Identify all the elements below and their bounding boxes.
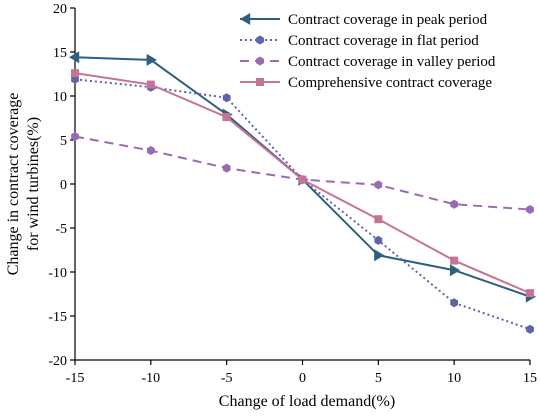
data-point xyxy=(71,131,79,141)
y-tick-label: 20 xyxy=(53,2,67,17)
x-tick-label: 5 xyxy=(375,371,382,386)
y-tick-label: -15 xyxy=(48,310,67,325)
data-point xyxy=(526,324,534,334)
legend-swatch-marker xyxy=(256,78,264,86)
y-axis-title: Change in contract coverage for wind tur… xyxy=(5,93,42,276)
legend-label: Contract coverage in peak period xyxy=(288,12,488,28)
data-point xyxy=(146,146,155,156)
data-point xyxy=(526,205,534,215)
y-tick-label: -5 xyxy=(55,222,67,237)
data-point xyxy=(374,249,385,262)
x-tick-label: 15 xyxy=(523,371,537,386)
y-ticks: 20 15 10 5 0 -5 -10 -15 -20 xyxy=(48,2,75,369)
data-point xyxy=(69,51,80,64)
data-point xyxy=(374,215,383,224)
data-point xyxy=(449,264,461,277)
data-point xyxy=(146,53,157,66)
data-point xyxy=(146,80,155,89)
legend-label: Contract coverage in valley period xyxy=(288,54,496,70)
data-point xyxy=(71,69,79,78)
x-ticks: -15 -10 -5 0 5 10 15 xyxy=(66,360,537,386)
data-point xyxy=(450,298,459,308)
x-tick-label: 0 xyxy=(299,371,306,386)
legend-item: Contract coverage in peak period xyxy=(240,12,488,28)
y-axis-title-line-1: Change in contract coverage xyxy=(5,93,22,276)
data-point xyxy=(526,289,534,298)
x-tick-label: 10 xyxy=(447,371,461,386)
legend-item: Contract coverage in valley period xyxy=(240,54,496,70)
y-tick-label: 10 xyxy=(53,90,67,105)
x-axis-title: Change of load demand(%) xyxy=(219,393,395,410)
legend-swatch-marker xyxy=(256,35,264,45)
y-tick-label: 0 xyxy=(60,178,67,193)
legend-swatch-marker xyxy=(240,13,251,25)
x-tick-label: -5 xyxy=(221,371,233,386)
data-point xyxy=(450,256,459,265)
legend-label: Contract coverage in flat period xyxy=(288,33,479,49)
data-point xyxy=(222,163,231,173)
legend: Contract coverage in peak period Contract… xyxy=(240,12,496,91)
series-4 xyxy=(71,69,534,298)
data-point xyxy=(222,113,231,122)
y-axis-title-line-2: for wind turbines(%) xyxy=(25,117,42,251)
y-tick-label: -10 xyxy=(48,266,67,281)
x-tick-label: -15 xyxy=(66,371,85,386)
data-point xyxy=(374,180,383,190)
legend-swatch-marker xyxy=(256,56,264,66)
legend-label: Comprehensive contract coverage xyxy=(288,75,492,91)
x-tick-label: -10 xyxy=(141,371,160,386)
data-point xyxy=(298,175,307,184)
y-tick-label: 15 xyxy=(53,46,67,61)
legend-item: Comprehensive contract coverage xyxy=(240,75,492,91)
legend-item: Contract coverage in flat period xyxy=(240,33,479,49)
series-layer xyxy=(69,51,536,334)
data-point xyxy=(450,199,459,209)
y-tick-label: 5 xyxy=(60,134,67,149)
series-3 xyxy=(71,131,534,215)
data-point xyxy=(222,93,231,103)
series-line xyxy=(74,135,531,211)
data-point xyxy=(374,235,383,245)
y-tick-label: -20 xyxy=(48,354,67,369)
